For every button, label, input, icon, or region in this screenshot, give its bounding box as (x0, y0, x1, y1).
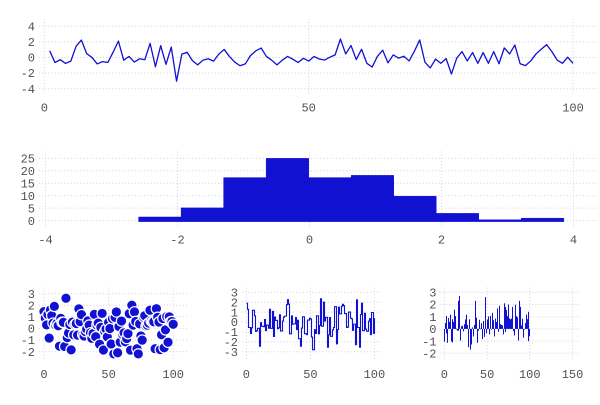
svg-text:1: 1 (429, 311, 436, 325)
svg-text:0: 0 (243, 368, 250, 382)
svg-text:1: 1 (231, 306, 238, 320)
svg-text:10: 10 (21, 190, 35, 204)
svg-text:2: 2 (429, 299, 436, 313)
svg-text:0: 0 (28, 215, 35, 229)
svg-text:0: 0 (306, 233, 313, 247)
svg-text:-2: -2 (422, 348, 436, 362)
svg-text:-2: -2 (21, 346, 35, 360)
svg-text:0: 0 (231, 316, 238, 330)
svg-text:100: 100 (519, 368, 541, 382)
svg-text:50: 50 (301, 101, 315, 115)
svg-text:-2: -2 (170, 233, 184, 247)
svg-text:3: 3 (429, 287, 436, 301)
svg-text:100: 100 (162, 368, 184, 382)
svg-text:50: 50 (480, 368, 494, 382)
svg-text:1: 1 (28, 311, 35, 325)
svg-text:5: 5 (28, 202, 35, 216)
svg-text:-2: -2 (224, 336, 238, 350)
svg-text:-3: -3 (224, 346, 238, 360)
svg-text:50: 50 (101, 368, 115, 382)
svg-text:4: 4 (570, 233, 577, 247)
svg-text:-4: -4 (21, 83, 35, 97)
svg-text:0: 0 (429, 323, 436, 337)
svg-text:-1: -1 (422, 335, 436, 349)
svg-text:0: 0 (40, 368, 47, 382)
svg-text:100: 100 (562, 101, 584, 115)
svg-text:4: 4 (28, 21, 35, 35)
svg-text:2: 2 (438, 233, 445, 247)
svg-text:0: 0 (28, 323, 35, 337)
svg-text:100: 100 (364, 368, 386, 382)
svg-text:2: 2 (28, 36, 35, 50)
svg-text:2: 2 (231, 296, 238, 310)
svg-text:-4: -4 (38, 233, 52, 247)
svg-text:-1: -1 (224, 326, 238, 340)
svg-text:150: 150 (562, 368, 584, 382)
svg-text:15: 15 (21, 177, 35, 191)
svg-text:50: 50 (303, 368, 317, 382)
svg-text:20: 20 (21, 165, 35, 179)
svg-text:3: 3 (28, 288, 35, 302)
svg-text:0: 0 (441, 368, 448, 382)
svg-text:0: 0 (28, 52, 35, 66)
svg-text:-1: -1 (21, 334, 35, 348)
svg-text:2: 2 (28, 299, 35, 313)
svg-text:0: 0 (41, 101, 48, 115)
svg-text:25: 25 (21, 153, 35, 167)
svg-text:3: 3 (231, 287, 238, 301)
svg-text:-2: -2 (21, 67, 35, 81)
